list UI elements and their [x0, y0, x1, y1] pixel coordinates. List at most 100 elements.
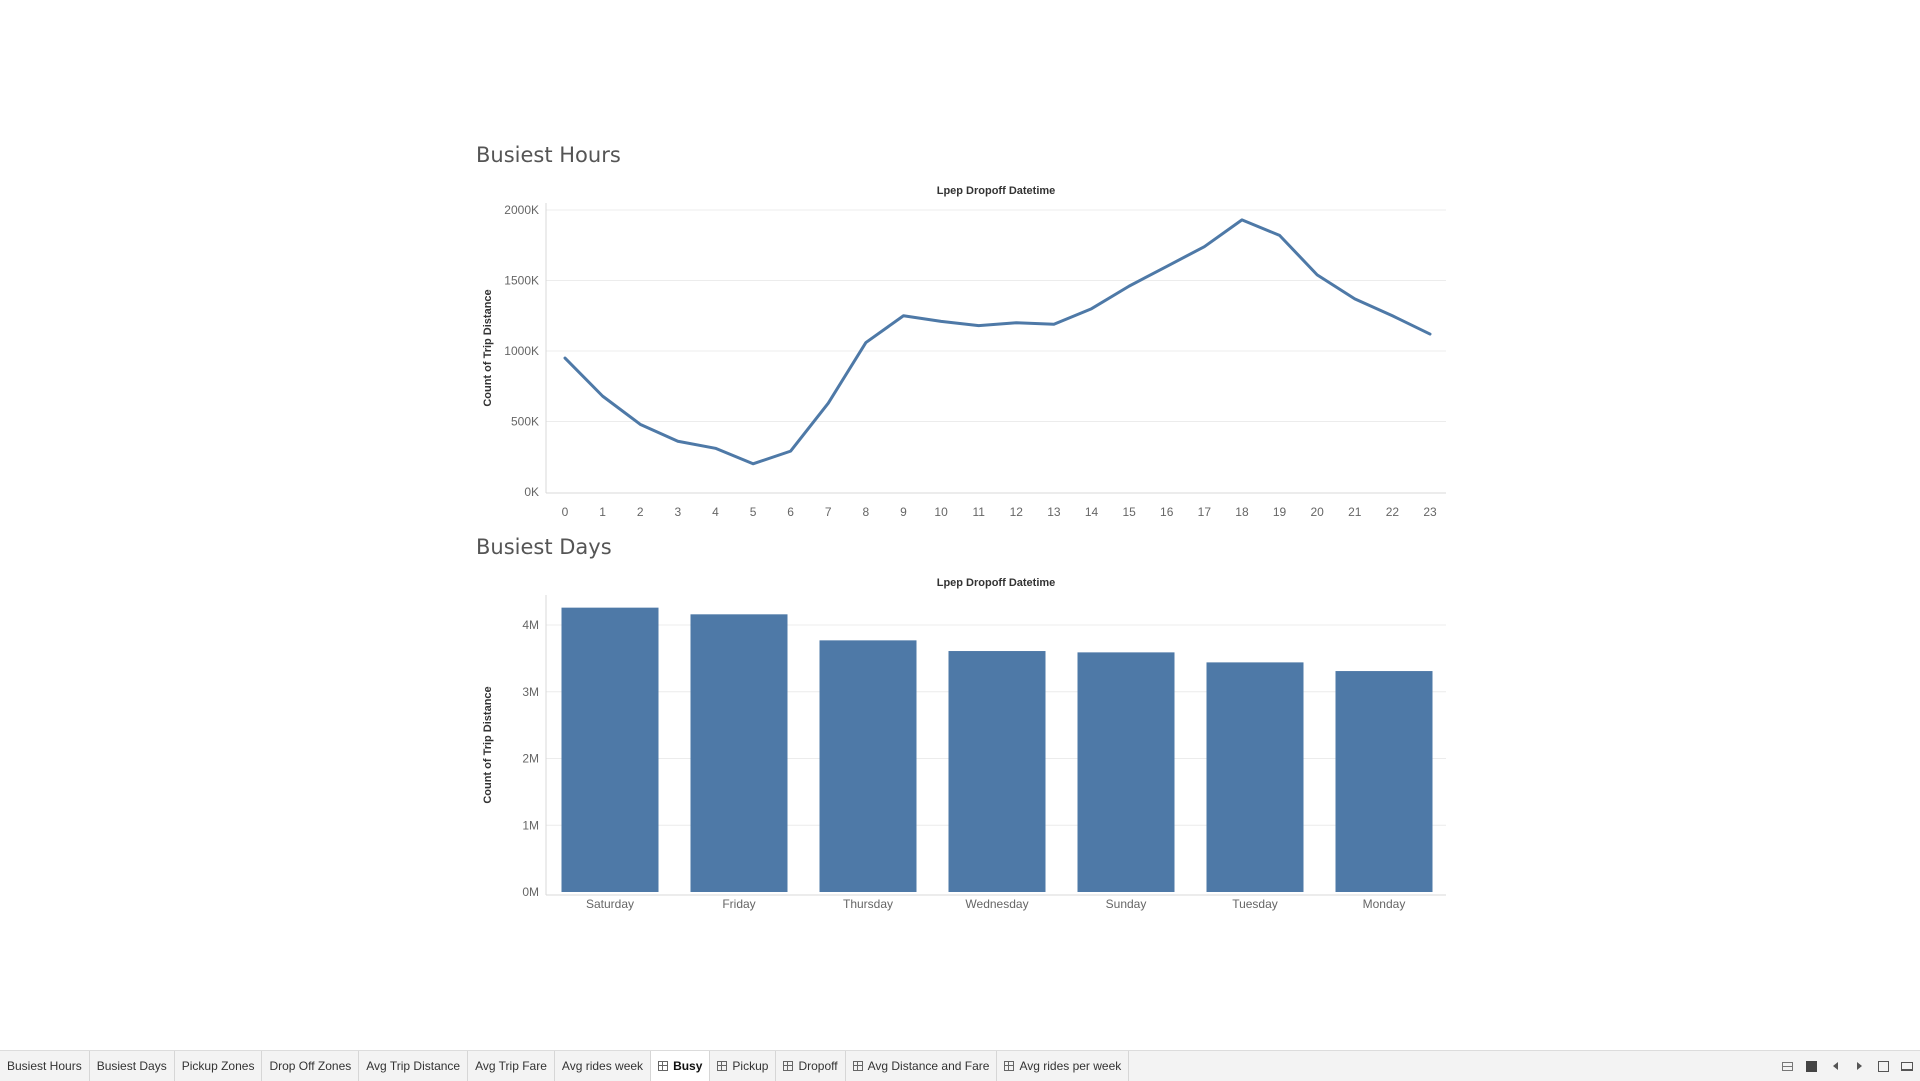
- series-line: [563, 218, 1432, 466]
- line-point[interactable]: [1010, 317, 1022, 329]
- tab-avg-trip-fare[interactable]: Avg Trip Fare: [468, 1051, 555, 1081]
- tab-busy[interactable]: Busy: [651, 1051, 711, 1081]
- x-tick-label: 0: [562, 505, 569, 519]
- show-sheets-icon[interactable]: [1780, 1059, 1794, 1073]
- tab-busiest-hours[interactable]: Busiest Hours: [0, 1051, 90, 1081]
- y-axis-label: Count of Trip Distance: [482, 289, 494, 406]
- line-point[interactable]: [1123, 280, 1135, 292]
- y-tick-label: 1500K: [504, 274, 539, 288]
- x-tick-label: 9: [900, 505, 907, 519]
- tab-busiest-days[interactable]: Busiest Days: [90, 1051, 175, 1081]
- y-tick-label: 2000K: [504, 203, 539, 217]
- tab-avg-rides-week[interactable]: Avg rides week: [555, 1051, 652, 1081]
- x-tick-label: 18: [1235, 505, 1249, 519]
- line-point[interactable]: [1161, 260, 1173, 272]
- line-point[interactable]: [672, 435, 684, 447]
- y-axis-label: Count of Trip Distance: [482, 686, 494, 803]
- y-tick-label: 2M: [522, 752, 539, 766]
- bar[interactable]: [690, 614, 788, 892]
- presentation-icon[interactable]: [1900, 1059, 1914, 1073]
- chart-title: Lpep Dropoff Datetime: [937, 185, 1056, 197]
- line-point[interactable]: [935, 315, 947, 327]
- y-tick-label: 500K: [511, 415, 539, 429]
- square-icon[interactable]: [1804, 1059, 1818, 1073]
- line-point[interactable]: [897, 310, 909, 322]
- line-point[interactable]: [709, 442, 721, 454]
- line-point[interactable]: [973, 320, 985, 332]
- line-point[interactable]: [1274, 229, 1286, 241]
- x-tick-label: 6: [787, 505, 794, 519]
- line-point[interactable]: [785, 445, 797, 457]
- bar[interactable]: [1206, 662, 1304, 892]
- x-tick-label: Saturday: [586, 897, 634, 911]
- x-tick-label: Thursday: [843, 897, 893, 911]
- y-tick-label: 4M: [522, 618, 539, 632]
- line-point[interactable]: [1424, 328, 1436, 340]
- x-tick-label: 4: [712, 505, 719, 519]
- line-point[interactable]: [1349, 293, 1361, 305]
- x-tick-label: 12: [1010, 505, 1024, 519]
- line-point[interactable]: [559, 352, 571, 364]
- bar[interactable]: [948, 651, 1046, 892]
- dashboard-icon: [658, 1061, 669, 1071]
- tab-label: Avg rides week: [561, 1059, 644, 1073]
- x-tick-label: 8: [863, 505, 870, 519]
- y-tick-label: 1000K: [504, 344, 539, 358]
- tab-avg-rides-per-week[interactable]: Avg rides per week: [997, 1051, 1130, 1081]
- tab-label: Pickup: [732, 1059, 769, 1073]
- line-point[interactable]: [634, 418, 646, 430]
- prev-icon[interactable]: [1828, 1059, 1842, 1073]
- next-icon[interactable]: [1852, 1059, 1866, 1073]
- fullscreen-icon[interactable]: [1876, 1059, 1890, 1073]
- tab-label: Pickup Zones: [181, 1059, 255, 1073]
- bar[interactable]: [1077, 652, 1175, 892]
- x-tick-label: 1: [599, 505, 606, 519]
- tab-label: Avg Trip Distance: [366, 1059, 461, 1073]
- line-point[interactable]: [1086, 303, 1098, 315]
- chart2-dashboard-title: Busiest Days: [476, 535, 612, 559]
- x-tick-label: 20: [1310, 505, 1324, 519]
- line-point[interactable]: [1198, 241, 1210, 253]
- x-tick-label: 7: [825, 505, 832, 519]
- line-point[interactable]: [1048, 318, 1060, 330]
- tab-drop-off-zones[interactable]: Drop Off Zones: [262, 1051, 360, 1081]
- tab-pickup[interactable]: Pickup: [710, 1051, 777, 1081]
- line-point[interactable]: [822, 397, 834, 409]
- nav-controls: [1780, 1051, 1914, 1081]
- tab-dropoff[interactable]: Dropoff: [776, 1051, 846, 1081]
- line-point[interactable]: [860, 337, 872, 349]
- x-tick-label: 19: [1273, 505, 1287, 519]
- line-point[interactable]: [1311, 269, 1323, 281]
- tab-pickup-zones[interactable]: Pickup Zones: [175, 1051, 263, 1081]
- x-tick-label: 10: [934, 505, 948, 519]
- bar-chart: Lpep Dropoff Datetime Count of Trip Dista…: [482, 577, 1446, 911]
- x-tick-label: 14: [1085, 505, 1099, 519]
- dashboard-icon: [1004, 1061, 1015, 1071]
- y-tick-label: 0M: [522, 885, 539, 899]
- tab-label: Busiest Days: [96, 1059, 167, 1073]
- x-tick-label: 17: [1198, 505, 1212, 519]
- tab-avg-trip-distance[interactable]: Avg Trip Distance: [359, 1051, 469, 1081]
- bar[interactable]: [561, 607, 659, 892]
- x-tick-label: Friday: [722, 897, 755, 911]
- bar[interactable]: [1335, 671, 1433, 892]
- line-point[interactable]: [1236, 214, 1248, 226]
- x-tick-label: Sunday: [1106, 897, 1147, 911]
- bar[interactable]: [819, 640, 917, 892]
- dashboard-icon: [717, 1061, 728, 1071]
- tab-label: Avg Trip Fare: [475, 1059, 547, 1073]
- chart1-dashboard-title: Busiest Hours: [476, 143, 621, 167]
- line-point[interactable]: [747, 458, 759, 470]
- dashboard-icon: [783, 1061, 794, 1071]
- tab-avg-distance-and-fare[interactable]: Avg Distance and Fare: [846, 1051, 998, 1081]
- line-point[interactable]: [597, 390, 609, 402]
- y-tick-label: 0K: [524, 485, 539, 499]
- tab-label: Avg rides per week: [1019, 1059, 1122, 1073]
- line-chart: Lpep Dropoff Datetime Count of Trip Dista…: [482, 185, 1446, 519]
- tab-label: Busiest Hours: [7, 1059, 82, 1073]
- x-tick-label: Tuesday: [1232, 897, 1278, 911]
- tab-label: Busy: [673, 1059, 703, 1073]
- line-point[interactable]: [1386, 310, 1398, 322]
- x-tick-label: 2: [637, 505, 644, 519]
- dashboard-icon: [852, 1061, 863, 1071]
